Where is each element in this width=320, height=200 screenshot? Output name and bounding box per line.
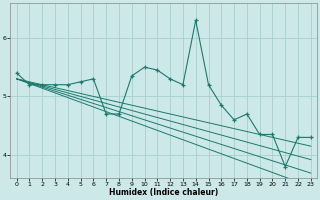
- X-axis label: Humidex (Indice chaleur): Humidex (Indice chaleur): [109, 188, 218, 197]
